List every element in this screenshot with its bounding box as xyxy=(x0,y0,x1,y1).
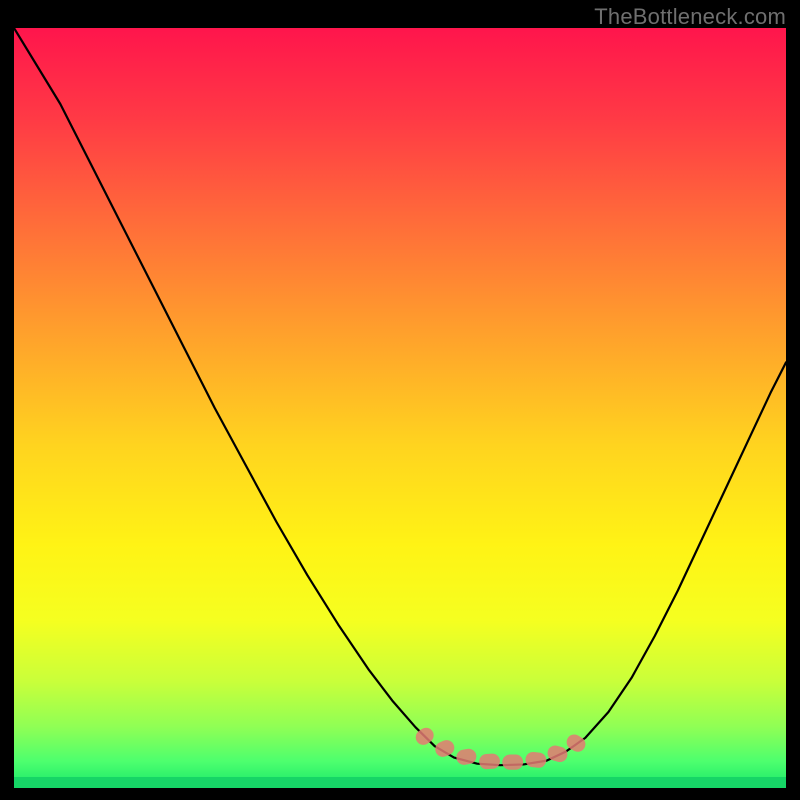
marker-band xyxy=(413,725,588,770)
curve-path xyxy=(14,28,786,765)
marker-segment xyxy=(546,744,569,764)
marker-segment xyxy=(502,755,523,770)
chart-area xyxy=(14,28,786,788)
watermark-text: TheBottleneck.com xyxy=(594,4,786,30)
chart-frame: TheBottleneck.com xyxy=(0,0,800,800)
bottleneck-curve xyxy=(14,28,786,788)
bottom-green-band xyxy=(14,777,786,788)
marker-segment xyxy=(525,751,547,768)
marker-segment xyxy=(479,753,501,770)
